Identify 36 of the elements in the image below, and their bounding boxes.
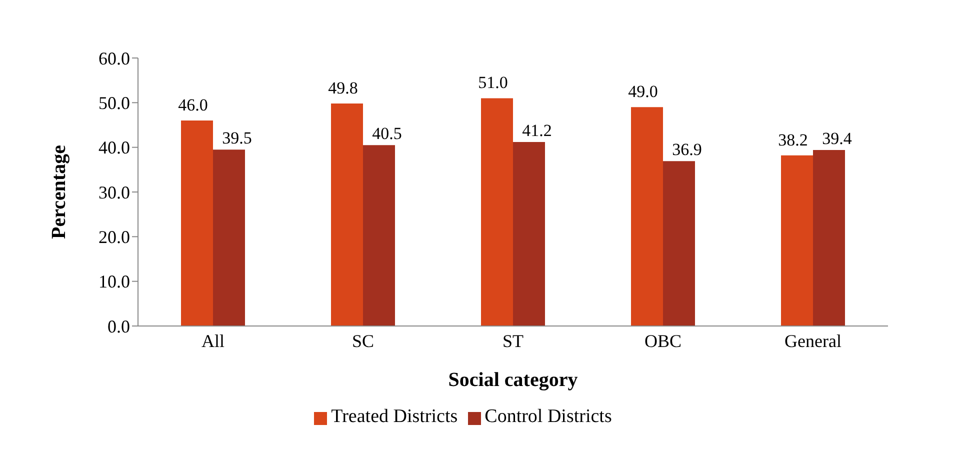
x-axis-title: Social category: [448, 369, 578, 391]
data-label: 38.2: [778, 130, 808, 150]
bar: [631, 107, 663, 326]
legend-label: Treated Districts: [331, 406, 458, 427]
data-label: 39.4: [822, 129, 852, 148]
bar: [363, 145, 395, 326]
bar: [213, 150, 245, 326]
data-label: 46.0: [178, 96, 208, 115]
data-label: 40.5: [372, 124, 402, 144]
legend-label: Control Districts: [484, 406, 612, 427]
data-label: 51.0: [478, 73, 508, 92]
data-label: 41.2: [522, 120, 552, 140]
bar: [513, 142, 545, 326]
x-tick-label: ST: [502, 330, 524, 351]
bar: [781, 155, 813, 326]
y-tick-label: 30.0: [98, 182, 130, 202]
y-tick-label: 60.0: [98, 48, 130, 68]
data-label: 39.5: [222, 128, 252, 148]
y-tick-label: 20.0: [98, 227, 130, 248]
y-axis-title: Percentage: [48, 144, 70, 240]
x-tick-label: All: [201, 330, 225, 351]
x-tick-label: General: [784, 330, 842, 351]
y-tick-label: 0.0: [108, 316, 130, 336]
data-label: 49.0: [628, 82, 658, 102]
data-label: 36.9: [672, 140, 702, 160]
bar: [813, 150, 845, 326]
data-label: 49.8: [328, 78, 358, 98]
bar: [663, 161, 695, 326]
y-tick-label: 40.0: [98, 138, 130, 158]
x-tick-label: SC: [352, 330, 374, 351]
y-tick-label: 50.0: [98, 93, 130, 114]
bar: [331, 104, 363, 326]
bar: [181, 120, 213, 326]
y-tick-label: 10.0: [98, 272, 130, 292]
x-tick-label: OBC: [644, 330, 682, 351]
bar: [481, 98, 513, 326]
